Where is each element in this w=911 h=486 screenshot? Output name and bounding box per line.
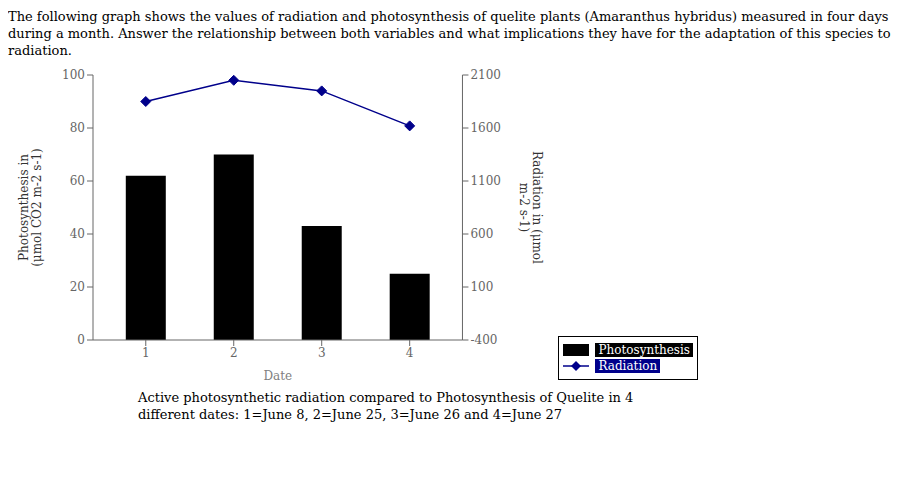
html-text:The following graph shows the: The following graph shows the values of …	[8, 9, 891, 58]
svg-text:80: 80	[70, 121, 85, 135]
svg-text:Radiation in (μmolm-2 s-1): Radiation in (μmolm-2 s-1)	[517, 151, 544, 264]
svg-text:-400: -400	[470, 333, 497, 347]
html-text:Radiation: Radiation	[598, 359, 658, 373]
svg-text:100: 100	[470, 280, 493, 294]
svg-text:4: 4	[406, 346, 414, 360]
svg-text:Date: Date	[263, 369, 292, 383]
svg-text:40: 40	[70, 227, 85, 241]
html-text:Photosynthesis: Photosynthesis	[598, 343, 690, 357]
svg-text:600: 600	[470, 227, 493, 241]
svg-text:100: 100	[62, 68, 85, 82]
svg-text:1: 1	[142, 346, 150, 360]
svg-text:2100: 2100	[470, 68, 501, 82]
svg-text:2: 2	[230, 346, 238, 360]
svg-text:60: 60	[70, 174, 85, 188]
svg-text:1100: 1100	[470, 174, 501, 188]
svg-text:1600: 1600	[470, 121, 501, 135]
svg-text:0: 0	[77, 333, 85, 347]
svg-text:20: 20	[70, 280, 85, 294]
html-text:different dates: 1=June 8, 2=J: different dates: 1=June 8, 2=June 25, 3=…	[138, 407, 563, 422]
html-text:Active photosynthetic radiatio: Active photosynthetic radiation compared…	[138, 390, 634, 405]
svg-text:3: 3	[318, 346, 326, 360]
svg-text:Photosynthesis in(μmol CO2 m-2: Photosynthesis in(μmol CO2 m-2 s-1)	[17, 148, 44, 267]
